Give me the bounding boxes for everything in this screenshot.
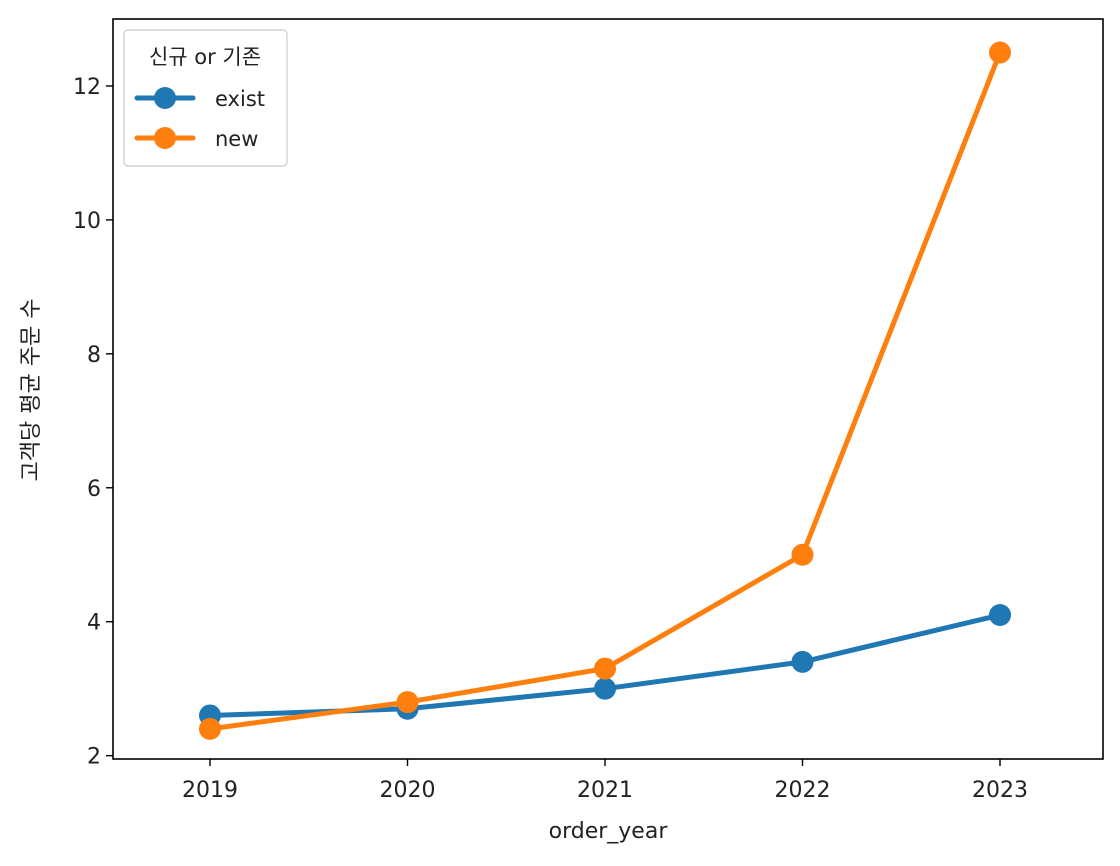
data-point-exist <box>594 677 616 700</box>
legend-label-new: new <box>215 127 258 151</box>
x-tick-label: 2019 <box>182 778 238 803</box>
legend-label-exist: exist <box>215 87 265 111</box>
legend-marker-exist <box>154 87 176 109</box>
y-tick-label: 2 <box>87 745 101 770</box>
legend-marker-new <box>154 127 176 149</box>
y-tick-label: 12 <box>73 75 101 100</box>
y-tick-label: 10 <box>73 209 101 234</box>
y-ticks: 2 4 6 8 10 12 <box>73 75 113 770</box>
legend: 신규 or 기존 exist new <box>123 29 288 167</box>
legend-title: 신규 or 기존 <box>149 45 261 69</box>
data-point-new <box>594 657 616 680</box>
data-point-new <box>396 691 419 714</box>
x-tick-label: 2021 <box>577 778 633 803</box>
x-axis-label: order_year <box>549 819 669 844</box>
data-point-new <box>791 543 814 566</box>
y-tick-label: 8 <box>87 343 101 368</box>
x-ticks: 2019 2020 2021 2022 2023 <box>182 759 1028 803</box>
data-point-new <box>199 717 221 740</box>
x-tick-label: 2023 <box>972 778 1028 803</box>
plot-frame <box>112 18 1104 760</box>
legend-items: exist new <box>134 87 265 151</box>
y-tick-label: 6 <box>87 477 101 502</box>
x-tick-label: 2022 <box>775 778 831 803</box>
y-axis-label: 고객당 평균 주문 수 <box>19 299 44 482</box>
data-point-exist <box>791 650 814 673</box>
data-point-exist <box>989 604 1011 627</box>
x-tick-label: 2020 <box>380 778 436 803</box>
y-tick-label: 4 <box>87 611 101 636</box>
data-point-new <box>989 41 1011 64</box>
marks-layer <box>199 41 1011 740</box>
